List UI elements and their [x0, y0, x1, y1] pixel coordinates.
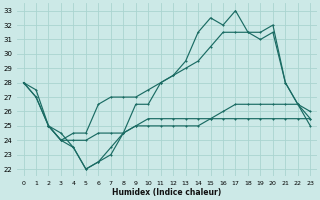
X-axis label: Humidex (Indice chaleur): Humidex (Indice chaleur) [112, 188, 221, 197]
